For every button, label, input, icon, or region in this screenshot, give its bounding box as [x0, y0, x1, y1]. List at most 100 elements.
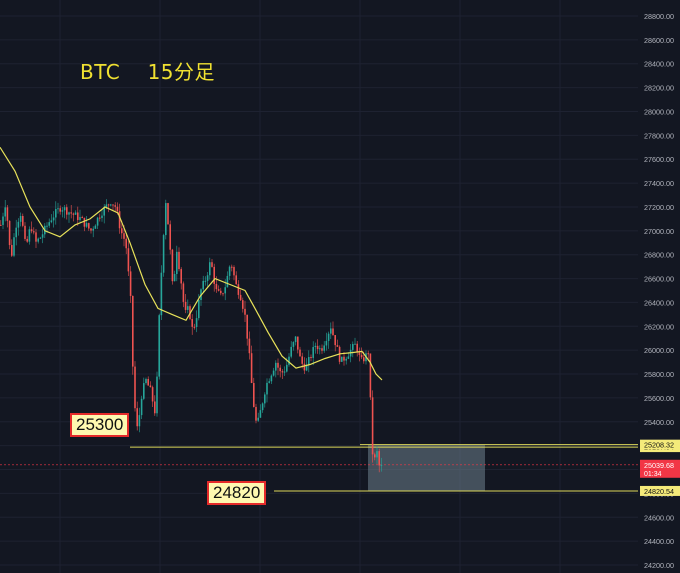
- candle-body: [90, 228, 92, 231]
- y-tick-label: 26200.00: [644, 322, 674, 331]
- candle-body: [173, 274, 176, 282]
- price-tag-level-2: 25208.32: [644, 441, 674, 450]
- candle-body: [347, 356, 350, 359]
- candle-body: [156, 376, 158, 414]
- chart-title: BTC 15分足: [80, 60, 216, 84]
- candle-body: [374, 454, 376, 458]
- candle-body: [360, 354, 363, 358]
- candle-body: [237, 284, 240, 295]
- candle-body: [299, 349, 301, 357]
- candle-body: [356, 343, 358, 353]
- candle-body: [70, 212, 72, 214]
- candle-body: [297, 336, 299, 350]
- candle-body: [244, 308, 246, 315]
- candle-body: [294, 336, 297, 343]
- level-label-25300: 25300: [70, 413, 130, 437]
- candle-body: [154, 401, 156, 414]
- candle-body: [147, 379, 149, 386]
- candle-body: [127, 248, 130, 272]
- y-tick-label: 25600.00: [644, 394, 674, 403]
- candle-body: [182, 283, 185, 302]
- candle-body: [316, 345, 319, 350]
- candle-body: [165, 203, 167, 236]
- candle-body: [59, 208, 61, 212]
- candle-body: [140, 398, 143, 416]
- candle-body: [176, 251, 178, 275]
- candle-body: [37, 238, 39, 242]
- candle-body: [319, 348, 321, 350]
- candle-body: [101, 215, 103, 218]
- candle-body: [224, 287, 226, 294]
- y-tick-label: 26800.00: [644, 251, 674, 260]
- candle-body: [121, 228, 123, 234]
- range-box: [368, 444, 485, 491]
- y-tick-label: 28600.00: [644, 36, 674, 45]
- candle-body: [63, 207, 66, 211]
- candle-body: [151, 387, 154, 402]
- candle-body: [79, 217, 81, 220]
- candle-body: [116, 206, 119, 212]
- candle-body: [52, 217, 55, 221]
- candle-body: [33, 231, 35, 233]
- current-price-tag: 25039.68: [644, 461, 674, 470]
- candle-body: [195, 318, 198, 327]
- candle-body: [72, 213, 75, 215]
- candle-body: [376, 451, 378, 458]
- candle-body: [92, 228, 94, 231]
- candle-body: [246, 314, 248, 339]
- candle-body: [6, 207, 9, 221]
- y-tick-label: 26600.00: [644, 275, 674, 284]
- candle-body: [255, 406, 257, 421]
- candle-body: [332, 328, 334, 336]
- candle-body: [222, 293, 224, 295]
- candle-body: [68, 212, 70, 215]
- candle-body: [136, 408, 138, 427]
- candle-body: [371, 397, 374, 455]
- candle-body: [213, 266, 215, 284]
- candle-body: [180, 269, 182, 284]
- candle-body: [239, 294, 242, 301]
- y-tick-label: 28400.00: [644, 60, 674, 69]
- chart-grid: [0, 0, 638, 573]
- candles: [0, 199, 383, 473]
- candle-body: [231, 266, 233, 268]
- ma-line: [0, 146, 383, 381]
- candle-body: [85, 223, 88, 227]
- candle-body: [270, 375, 273, 382]
- candle-body: [233, 267, 235, 276]
- candle-body: [264, 394, 266, 404]
- candle-body: [132, 295, 134, 367]
- candle-body: [66, 207, 68, 215]
- y-tick-label: 28800.00: [644, 12, 674, 21]
- y-tick-label: 27000.00: [644, 227, 674, 236]
- candle-body: [105, 204, 108, 207]
- candle-body: [378, 451, 380, 466]
- candle-body: [345, 358, 347, 361]
- y-tick-label: 26400.00: [644, 298, 674, 307]
- candle-body: [314, 345, 317, 348]
- candle-body: [242, 300, 244, 309]
- candle-body: [206, 275, 209, 281]
- candle-body: [143, 383, 145, 399]
- candle-body: [26, 238, 28, 242]
- candle-body: [283, 371, 286, 373]
- level-label-24820: 24820: [207, 481, 267, 505]
- candle-body: [48, 222, 50, 226]
- candle-body: [13, 237, 15, 256]
- candle-body: [215, 283, 218, 290]
- candle-body: [352, 344, 354, 350]
- candle-body: [292, 342, 295, 347]
- candle-body: [35, 232, 37, 242]
- range-box-fill: [368, 444, 485, 491]
- candle-body: [2, 216, 4, 225]
- candle-body: [341, 356, 343, 362]
- candle-body: [8, 220, 11, 246]
- candle-body: [308, 357, 310, 365]
- candle-body: [259, 410, 262, 418]
- candle-body: [107, 204, 110, 206]
- candle-body: [330, 328, 332, 334]
- candle-body: [217, 289, 220, 291]
- candle-body: [129, 271, 132, 296]
